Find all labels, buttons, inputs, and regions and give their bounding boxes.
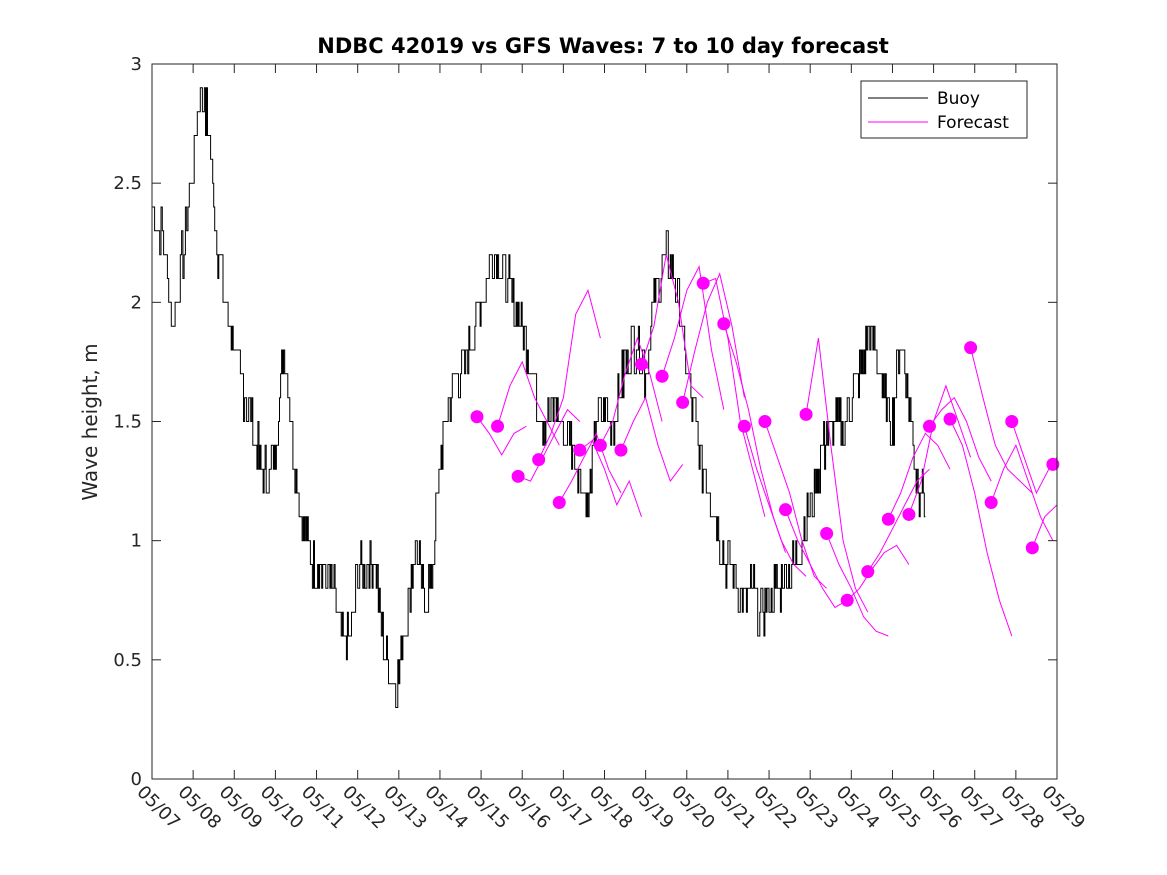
forecast-marker — [676, 395, 690, 409]
forecast-run-line — [908, 384, 972, 515]
plot-area — [152, 87, 1060, 708]
y-tick-label: 0 — [131, 769, 142, 790]
forecast-run-line — [867, 468, 930, 572]
y-tick-label: 2.5 — [113, 173, 142, 194]
forecast-run-line — [949, 418, 1013, 637]
forecast-run-line — [805, 338, 869, 613]
forecast-run-line — [641, 254, 704, 399]
x-tick-label: 05/29 — [1037, 782, 1089, 834]
forecast-run-line — [970, 347, 1033, 494]
forecast-run-line — [929, 396, 992, 482]
forecast-marker — [820, 527, 834, 541]
x-tick-label: 05/23 — [791, 782, 843, 834]
forecast-run-line — [764, 421, 827, 589]
x-tick-label: 05/15 — [462, 782, 514, 834]
forecast-run-line — [703, 277, 766, 517]
y-tick-label: 0.5 — [113, 650, 142, 671]
chart-title: NDBC 42019 vs GFS Waves: 7 to 10 day for… — [317, 34, 888, 58]
forecast-run-line — [785, 509, 848, 609]
forecast-marker — [902, 507, 916, 521]
x-tick-label: 05/18 — [585, 782, 637, 834]
forecast-marker — [943, 412, 957, 426]
x-tick-label: 05/24 — [832, 782, 884, 834]
forecast-marker — [552, 496, 566, 510]
x-tick-label: 05/10 — [256, 782, 308, 834]
x-tick-label: 05/22 — [750, 782, 802, 834]
forecast-marker — [984, 496, 998, 510]
forecast-marker — [635, 357, 649, 371]
legend: Buoy Forecast — [860, 80, 1028, 139]
forecast-series — [476, 254, 1058, 637]
x-tick-label: 05/12 — [338, 782, 390, 834]
forecast-marker — [717, 317, 731, 331]
x-tick-label: 05/26 — [914, 782, 966, 834]
forecast-marker — [840, 593, 854, 607]
forecast-marker — [696, 276, 710, 290]
y-tick-label: 1 — [131, 531, 142, 552]
legend-forecast-label: Forecast — [937, 113, 1009, 133]
y-tick-label: 3 — [131, 54, 142, 75]
forecast-marker — [799, 407, 813, 421]
forecast-run-line — [826, 533, 889, 637]
forecast-marker — [573, 443, 587, 457]
x-tick-label: 05/11 — [297, 782, 349, 834]
forecast-marker — [861, 565, 875, 579]
forecast-marker — [614, 443, 628, 457]
forecast-marker — [511, 469, 525, 483]
x-tick-label: 05/25 — [873, 782, 925, 834]
buoy-series — [152, 87, 926, 708]
forecast-marker — [655, 369, 669, 383]
forecast-marker — [1005, 415, 1019, 428]
x-tick-label: 05/08 — [174, 782, 226, 834]
forecast-marker — [1025, 541, 1039, 555]
forecast-marker — [593, 438, 607, 452]
forecast-run-line — [723, 323, 786, 553]
forecast-marker — [491, 419, 505, 433]
forecast-run-line — [538, 289, 601, 460]
forecast-run-line — [1031, 504, 1058, 548]
legend-buoy-label: Buoy — [937, 89, 980, 109]
x-tick-label: 05/21 — [708, 782, 760, 834]
x-tick-label: 05/14 — [420, 782, 472, 834]
x-tick-label: 05/20 — [667, 782, 719, 834]
forecast-markers — [470, 276, 1060, 607]
x-tick-label: 05/19 — [626, 782, 678, 834]
forecast-run-line — [476, 416, 527, 456]
forecast-marker — [881, 512, 895, 526]
forecast-run-line — [846, 544, 910, 601]
legend-box — [860, 80, 1028, 139]
y-axis-label: Wave height, m — [78, 343, 102, 500]
forecast-marker — [922, 419, 936, 433]
forecast-marker — [1046, 457, 1060, 471]
x-tick-label: 05/13 — [379, 782, 431, 834]
forecast-marker — [758, 415, 772, 428]
forecast-run-line — [599, 336, 663, 446]
forecast-run-line — [579, 439, 642, 517]
forecast-run-line — [497, 360, 560, 446]
forecast-run-line — [743, 426, 807, 577]
forecast-run-line — [682, 272, 745, 403]
x-tick-label: 05/09 — [215, 782, 267, 834]
forecast-marker — [964, 341, 978, 355]
forecast-run-line — [1011, 421, 1058, 495]
forecast-run-line — [661, 264, 725, 410]
x-tick-label: 05/27 — [955, 782, 1007, 834]
forecast-marker — [532, 453, 546, 467]
y-tick-label: 1.5 — [113, 412, 142, 433]
x-tick-label: 05/07 — [132, 782, 184, 834]
x-tick-label: 05/16 — [503, 782, 555, 834]
buoy-line — [152, 87, 926, 708]
x-tick-label: 05/17 — [544, 782, 596, 834]
forecast-run-line — [620, 396, 684, 483]
y-tick-label: 2 — [131, 292, 142, 313]
forecast-marker — [779, 503, 792, 517]
forecast-run-line — [990, 444, 1054, 541]
x-tick-label: 05/28 — [996, 782, 1048, 834]
forecast-marker — [737, 419, 751, 433]
forecast-marker — [470, 410, 484, 424]
forecast-run-line — [558, 432, 622, 503]
forecast-run-line — [517, 408, 581, 482]
forecast-run-line — [887, 432, 951, 520]
